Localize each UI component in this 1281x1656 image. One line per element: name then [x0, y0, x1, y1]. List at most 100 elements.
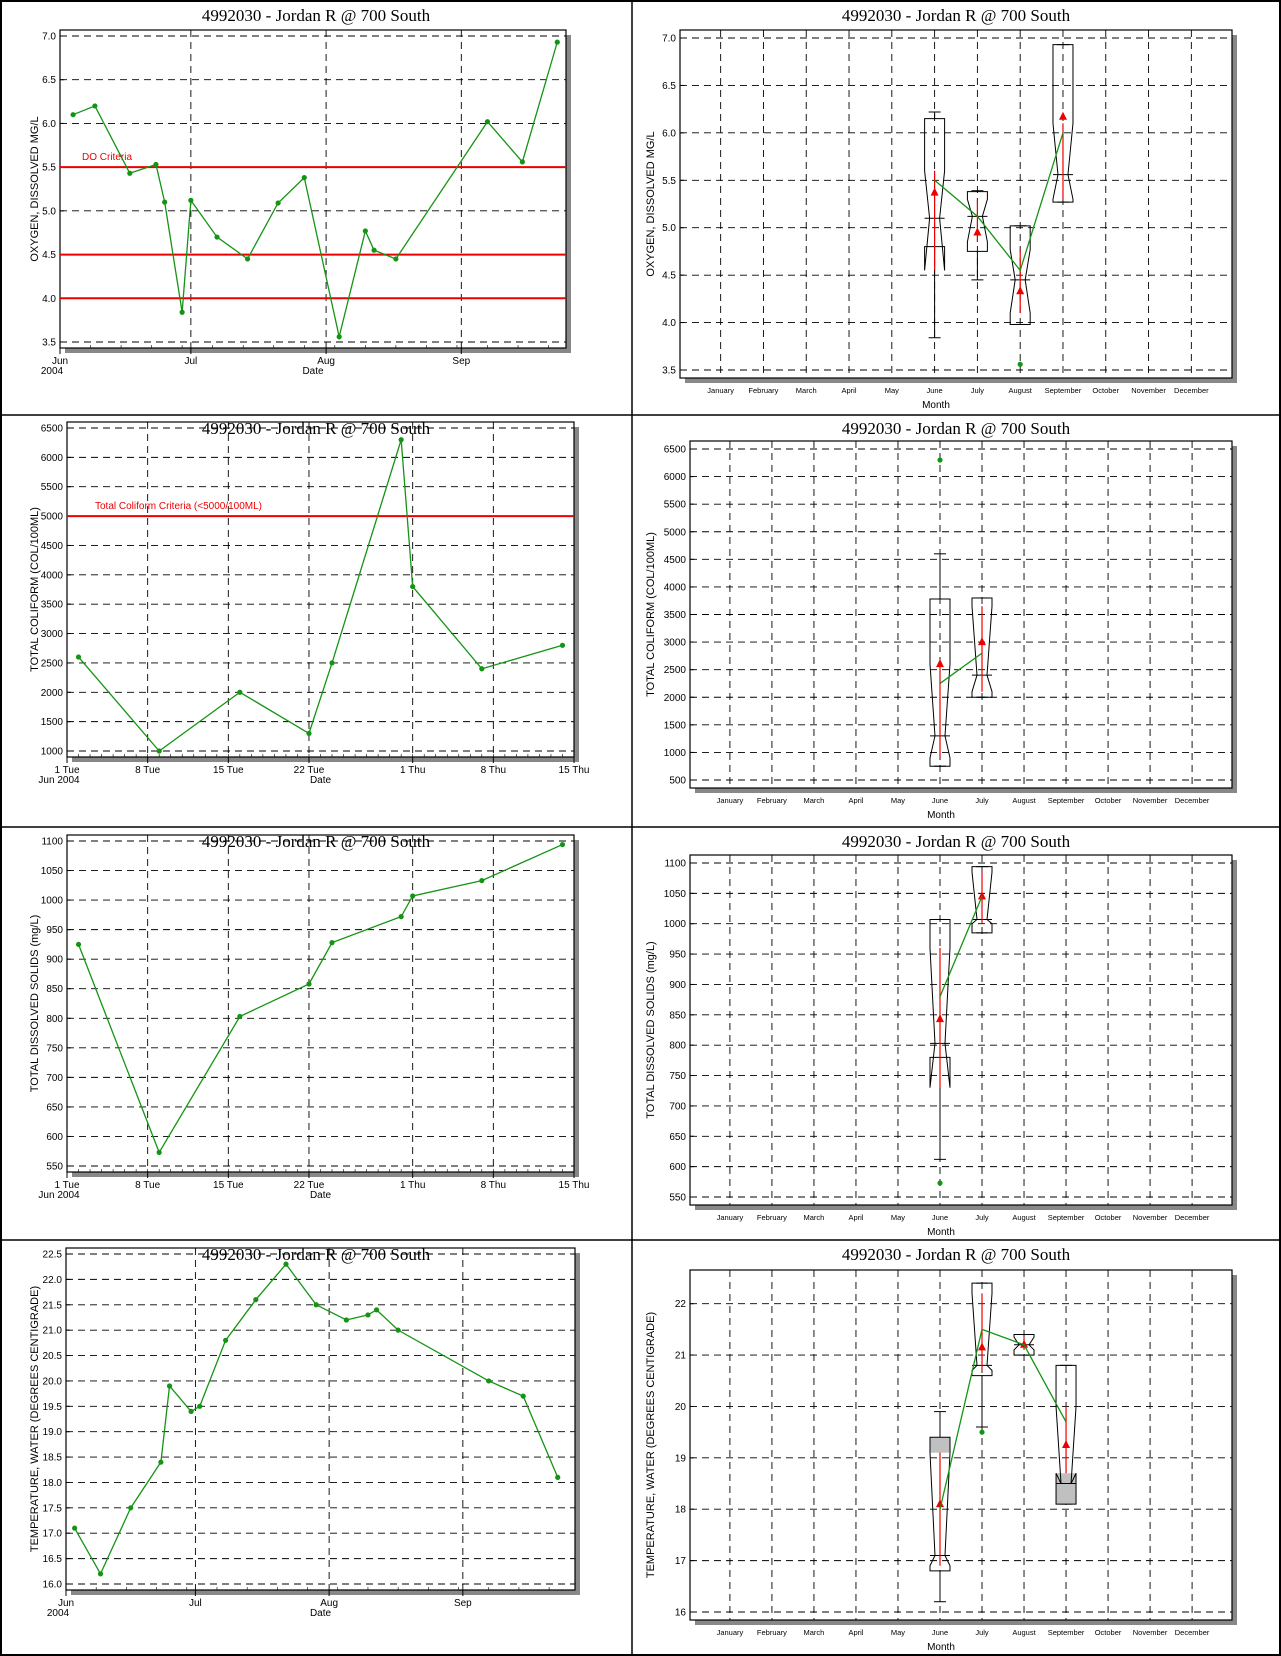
month-label: October [1095, 1213, 1122, 1222]
data-point [92, 103, 98, 109]
y-tick-label: 700 [46, 1073, 63, 1084]
month-label: June [932, 1628, 948, 1637]
box-shade [929, 1437, 950, 1453]
y-axis-label: TOTAL COLIFORM (COL/100ML) [29, 507, 41, 672]
data-point [479, 666, 485, 672]
month-label: December [1174, 386, 1209, 395]
y-tick-label: 6.5 [42, 75, 56, 86]
data-point [237, 1013, 243, 1020]
data-point [520, 1393, 526, 1399]
y-tick-label: 17.0 [43, 1529, 63, 1540]
y-tick-label: 6.5 [662, 81, 676, 92]
box-chart: January February March April May June July Augu… [645, 440, 1237, 821]
y-tick-label: 4.5 [662, 271, 676, 282]
y-tick-label: 1000 [41, 896, 64, 907]
month-label: October [1095, 796, 1122, 805]
data-point [343, 1317, 349, 1323]
plot-area [59, 29, 567, 349]
data-point [398, 914, 404, 920]
line-chart: Jun Jul Aug Sep 2004 Date 3.5 4.0 4.5 5.0 5.5 6.0 6.… [29, 29, 571, 377]
y-tick-label: 3.5 [42, 338, 56, 349]
y-axis-label: TOTAL COLIFORM (COL/100ML) [645, 532, 657, 697]
x-tick-label: 8 Tue [135, 765, 160, 776]
x-tick-label: 1 Thu [400, 1180, 425, 1191]
data-point [253, 1297, 259, 1303]
month-label: May [891, 1628, 905, 1637]
line-chart: 1 Tue 8 Tue 15 Tue 22 Tue 1 Thu 8 Thu 15 Thu Ju… [29, 421, 589, 786]
y-axis-label: TEMPERATURE, WATER (DEGREES CENTIGRADE) [29, 1286, 41, 1552]
month-label: May [885, 386, 899, 395]
notched-box [924, 118, 946, 271]
x-tick-label: 15 Tue [213, 765, 244, 776]
x-tick-label: 1 Tue [54, 1180, 79, 1191]
y-tick-label: 4.0 [662, 318, 676, 329]
y-tick-label: 3500 [664, 610, 687, 621]
data-point [306, 730, 312, 736]
y-tick-label: 5000 [41, 512, 64, 523]
mean-marker [978, 891, 987, 900]
x-axis-label: Date [302, 366, 324, 377]
x-axis-label: Date [310, 1608, 332, 1619]
x-tick-label: Sep [452, 356, 470, 367]
y-tick-label: 3000 [41, 629, 64, 640]
y-tick-label: 21.0 [43, 1326, 63, 1337]
median-connector [939, 1328, 1067, 1510]
y-tick-label: 21.5 [43, 1300, 63, 1311]
y-tick-label: 1100 [664, 859, 686, 870]
chart-title: 4992030 - Jordan R @ 700 South [202, 6, 431, 25]
chart-title: 4992030 - Jordan R @ 700 South [202, 832, 431, 851]
data-point [313, 1302, 319, 1308]
notched-box [971, 866, 993, 934]
outlier-point [937, 1180, 943, 1186]
month-label: March [804, 796, 825, 805]
month-label: March [796, 386, 817, 395]
y-tick-label: 20.5 [43, 1351, 63, 1362]
x-axis-label: Month [927, 810, 955, 821]
x-tick-label: Jun [58, 1598, 74, 1609]
month-label: November [1131, 386, 1166, 395]
y-tick-label: 1100 [41, 837, 63, 848]
mean-marker [978, 1342, 987, 1351]
y-tick-label: 950 [46, 925, 63, 936]
y-tick-label: 500 [669, 776, 686, 787]
plot-area [689, 854, 1233, 1206]
data-point [519, 159, 525, 165]
notched-box [971, 597, 993, 698]
mean-marker [1020, 1339, 1029, 1348]
x-tick-label: 22 Tue [294, 765, 325, 776]
plot-area [689, 1269, 1233, 1621]
chart-title: 4992030 - Jordan R @ 700 South [842, 6, 1071, 25]
y-tick-label: 6.0 [662, 128, 676, 139]
y-tick-label: 4.5 [42, 250, 56, 261]
month-label: March [804, 1628, 825, 1637]
y-tick-label: 650 [46, 1102, 63, 1113]
box-chart: January February March April May June July Augu… [645, 854, 1237, 1238]
data-point [156, 1149, 162, 1156]
line-chart: 1 Tue 8 Tue 15 Tue 22 Tue 1 Thu 8 Thu 15 Thu Ju… [29, 834, 589, 1201]
data-point [127, 170, 133, 176]
y-tick-label: 600 [669, 1162, 686, 1173]
y-tick-label: 550 [669, 1193, 686, 1204]
y-tick-label: 1050 [41, 866, 64, 877]
data-point [188, 1408, 194, 1414]
month-label: July [971, 386, 985, 395]
y-tick-label: 800 [46, 1014, 63, 1025]
month-label: June [926, 386, 942, 395]
y-tick-label: 6000 [41, 453, 64, 464]
y-tick-label: 16.5 [43, 1554, 63, 1565]
x-axis-label: Month [927, 1227, 955, 1238]
y-tick-label: 16.0 [43, 1580, 63, 1591]
y-tick-label: 5500 [41, 482, 64, 493]
data-point [393, 256, 399, 262]
x-tick-label: Jul [184, 356, 197, 367]
notched-box [971, 1282, 993, 1377]
month-label: November [1133, 796, 1168, 805]
chart-title: 4992030 - Jordan R @ 700 South [202, 419, 431, 438]
y-tick-label: 20.0 [43, 1376, 63, 1387]
month-label: July [975, 796, 989, 805]
x-tick-label: 15 Tue [213, 1180, 244, 1191]
month-label: December [1175, 1213, 1210, 1222]
notched-box [1055, 1364, 1077, 1505]
y-tick-label: 21 [675, 1351, 687, 1362]
y-tick-label: 900 [46, 955, 63, 966]
